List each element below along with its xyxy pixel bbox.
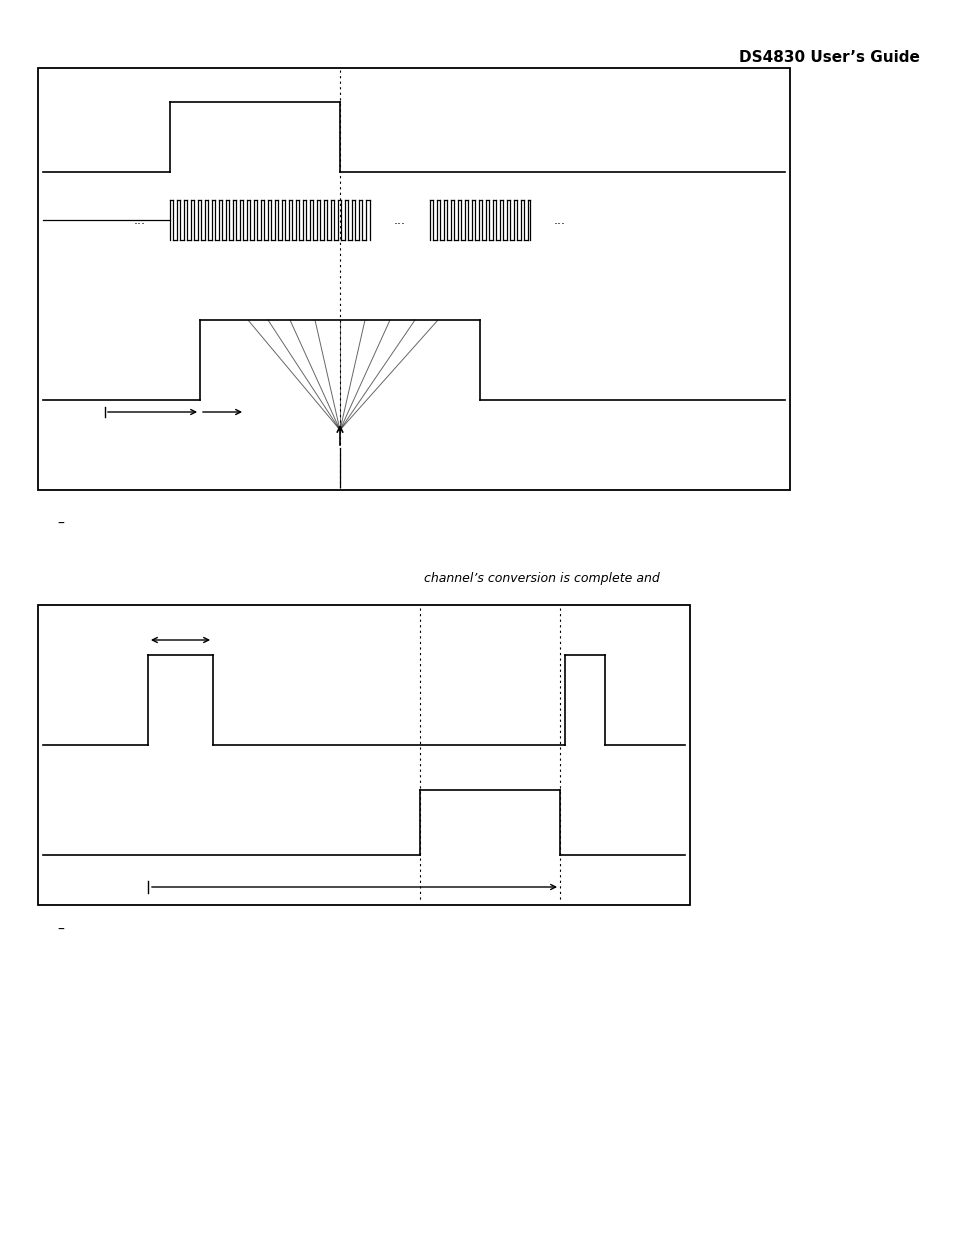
Bar [38,68,789,490]
Text: DS4830 User’s Guide: DS4830 User’s Guide [739,49,919,65]
Text: ...: ... [394,214,406,226]
Text: channel’s conversion is complete and: channel’s conversion is complete and [424,572,659,585]
Text: ...: ... [554,214,565,226]
Text: –: – [57,923,64,937]
Bar [38,605,689,905]
Text: ...: ... [133,214,146,226]
Text: –: – [57,517,64,531]
